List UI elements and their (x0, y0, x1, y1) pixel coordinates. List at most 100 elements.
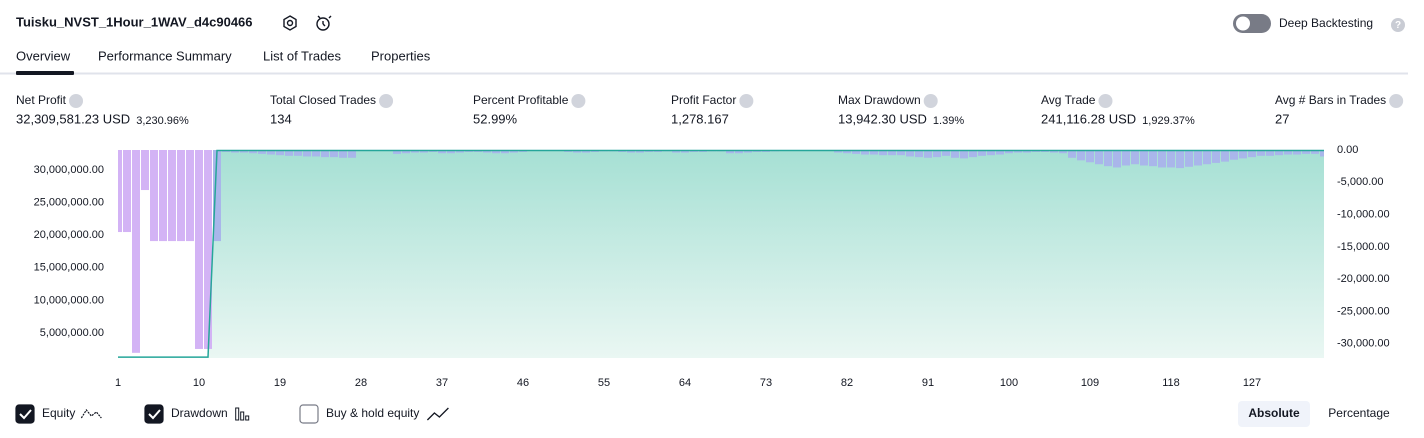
y-tick-label: 30,000,000.00 (34, 164, 104, 176)
info-icon[interactable] (571, 94, 586, 108)
y2-tick-label: -30,000.00 (1337, 338, 1390, 350)
scale-button[interactable]: Percentage (1328, 406, 1390, 420)
drawdown-bar (303, 150, 311, 157)
drawdown-bar (1221, 150, 1229, 162)
info-icon[interactable] (739, 94, 754, 108)
y2-tick-label: -5,000.00 (1337, 176, 1383, 188)
tab[interactable]: Overview (16, 48, 71, 63)
drawdown-bar (159, 150, 167, 242)
tab[interactable]: List of Trades (263, 48, 342, 63)
drawdown-bar (141, 150, 149, 191)
drawdown-bar (933, 150, 941, 158)
drawdown-bar (1077, 150, 1085, 161)
stat-label: Avg Trade (1041, 93, 1096, 107)
drawdown-bar (168, 150, 176, 242)
drawdown-bar (312, 150, 320, 157)
drawdown-bar (942, 150, 950, 156)
y-tick-label: 10,000,000.00 (34, 294, 104, 306)
x-tick-label: 46 (517, 377, 529, 389)
x-tick-label: 127 (1243, 377, 1261, 389)
drawdown-bar (249, 150, 257, 154)
checkbox[interactable] (299, 404, 319, 424)
stat-sub: 1,929.37% (1142, 115, 1195, 127)
settings-icon[interactable] (283, 15, 297, 31)
drawdown-bar (672, 150, 680, 153)
scale-button-active[interactable] (1238, 401, 1310, 427)
y2-tick-label: -10,000.00 (1337, 209, 1390, 221)
drawdown-bar (1122, 150, 1130, 166)
drawdown-bar (1203, 150, 1211, 165)
drawdown-bar (627, 150, 635, 153)
info-icon[interactable] (923, 94, 938, 108)
x-tick-label: 55 (598, 377, 610, 389)
checkmark (148, 409, 161, 420)
info-icon[interactable] (1389, 94, 1404, 108)
drawdown-bar (1239, 150, 1247, 159)
stat-sub: 1.39% (933, 115, 964, 127)
scale-button[interactable]: Absolute (1248, 406, 1300, 420)
x-tick-label: 91 (922, 377, 934, 389)
drawdown-bar (897, 150, 905, 156)
drawdown-bar (1275, 150, 1283, 156)
x-tick-label: 10 (193, 377, 205, 389)
stat-sub: 3,230.96% (136, 115, 189, 127)
drawdown-bar (1230, 150, 1238, 160)
drawdown-bar (1023, 150, 1031, 153)
drawdown-bar (726, 150, 734, 154)
stat-label: Total Closed Trades (270, 93, 376, 107)
drawdown-bar (636, 150, 644, 153)
tab[interactable]: Properties (371, 48, 431, 63)
source-icon[interactable] (316, 15, 332, 31)
drawdown-bar (1185, 150, 1193, 167)
drawdown-bar (411, 150, 419, 153)
info-icon[interactable] (1098, 94, 1113, 108)
checkbox[interactable] (15, 404, 35, 424)
stat-label: Avg # Bars in Trades (1275, 93, 1386, 107)
chart: 5,000,000.00 10,000,000.00 15,000,000.00 20… (34, 144, 1390, 389)
drawdown-bar (852, 150, 860, 154)
stat-value: 52.99% (473, 111, 518, 126)
info-icon[interactable] (379, 94, 394, 108)
drawdown-bar (438, 150, 446, 154)
drawdown-bar (447, 150, 455, 154)
drawdown-bar (1095, 150, 1103, 165)
help-icon[interactable]: ? (1391, 18, 1405, 32)
drawdown-bar (420, 150, 428, 153)
stats-row: Net Profit 32,309,581.23 USD 3,230.96% Tota… (16, 93, 1404, 127)
drawdown-bar (744, 150, 752, 153)
drawdown-bar (123, 150, 131, 233)
strategy-title: Tuisku_NVST_1Hour_1WAV_d4c90466 (16, 14, 253, 29)
checkbox[interactable] (144, 404, 164, 424)
drawdown-bar (1158, 150, 1166, 168)
drawdown-bar (582, 150, 590, 153)
drawdown-bar (402, 150, 410, 154)
drawdown-bar (1266, 150, 1274, 156)
drawdown-bar (1167, 150, 1175, 168)
drawdown-bar (1014, 150, 1022, 153)
drawdown-bar (906, 150, 914, 157)
legend-label: Buy & hold equity (326, 406, 419, 420)
drawdown-bar (294, 150, 302, 156)
drawdown-bar (870, 150, 878, 155)
stat-value: 32,309,581.23 USD (16, 111, 130, 126)
x-tick-label: 1 (115, 377, 121, 389)
drawdown-bar (987, 150, 995, 156)
drawdown-bar (1113, 150, 1121, 168)
drawdown-bar (231, 150, 239, 153)
drawdown-bar (843, 150, 851, 154)
equity-icon (80, 408, 102, 419)
stat-label: Profit Factor (671, 93, 736, 107)
deep-backtesting-toggle[interactable] (1233, 14, 1271, 33)
info-icon[interactable] (69, 94, 84, 108)
x-tick-label: 19 (274, 377, 286, 389)
active-tab-underline (16, 71, 74, 75)
drawdown-bar (510, 150, 518, 153)
drawdown-bar (1302, 150, 1310, 154)
drawdown-bar (1104, 150, 1112, 167)
y-tick-label: 15,000,000.00 (34, 262, 104, 274)
tab[interactable]: Performance Summary (98, 48, 232, 63)
x-tick-label: 28 (355, 377, 367, 389)
drawdown-bar (573, 150, 581, 153)
drawdown-bar (879, 150, 887, 156)
